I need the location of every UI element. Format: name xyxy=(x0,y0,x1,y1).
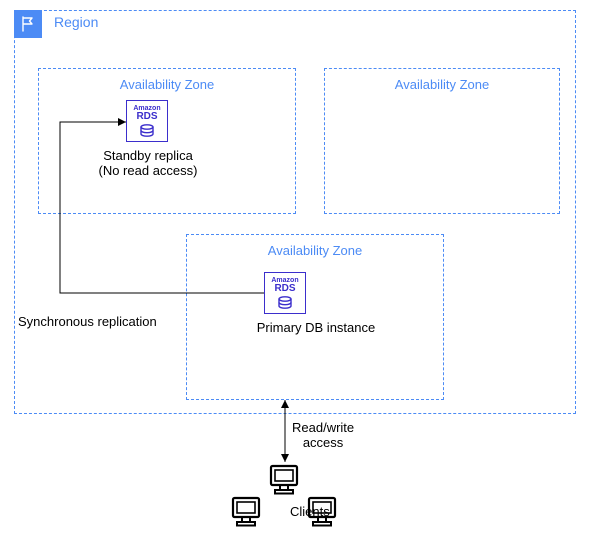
availability-zone-3: Availability Zone xyxy=(186,234,444,400)
client-icon xyxy=(228,494,264,535)
replication-label: Synchronous replication xyxy=(18,314,157,329)
az-label: Availability Zone xyxy=(39,77,295,92)
availability-zone-2: Availability Zone xyxy=(324,68,560,214)
rds-text-rds: RDS xyxy=(274,284,295,294)
readwrite-label: Read/writeaccess xyxy=(292,420,354,450)
az-label: Availability Zone xyxy=(187,243,443,258)
rds-text-rds: RDS xyxy=(136,112,157,122)
az-label: Availability Zone xyxy=(325,77,559,92)
region-label: Region xyxy=(54,14,98,30)
rds-primary-icon: Amazon RDS xyxy=(264,272,306,314)
primary-label: Primary DB instance xyxy=(216,320,416,335)
database-icon xyxy=(139,124,155,138)
client-icon xyxy=(266,462,302,503)
database-icon xyxy=(277,296,293,310)
region-flag-icon xyxy=(14,10,42,38)
clients-label: Clients xyxy=(290,504,330,519)
standby-label: Standby replica(No read access) xyxy=(68,148,228,178)
rds-standby-icon: Amazon RDS xyxy=(126,100,168,142)
